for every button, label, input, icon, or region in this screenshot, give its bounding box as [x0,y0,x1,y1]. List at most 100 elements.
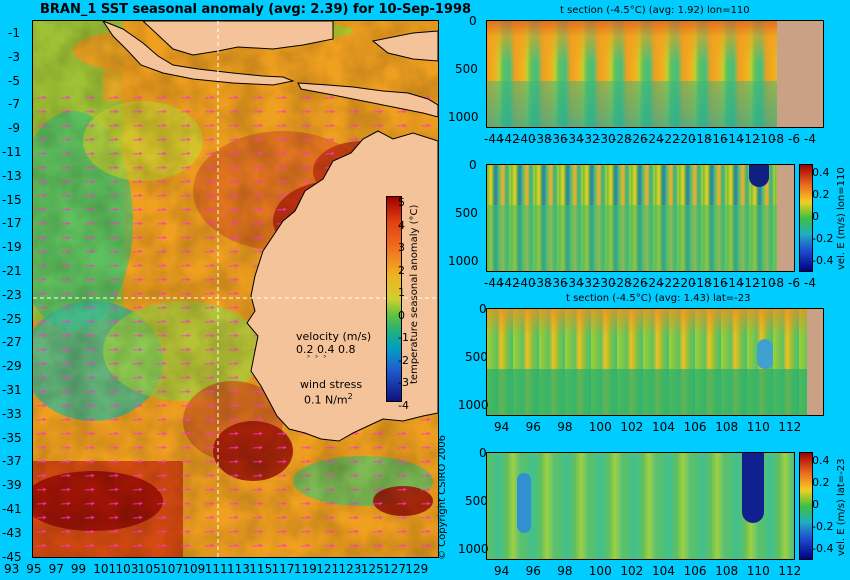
section-x-tick: -44 [484,276,504,290]
sst-colorbar-tick: -1 [398,331,409,344]
section-x-tick: -38 [532,132,552,146]
section-y-tick: 0 [479,446,487,460]
section2-jet [749,165,769,187]
section2-colorbar [799,164,813,272]
velocity-legend-scale: 0.2 0.4 0.8 [296,343,356,356]
section-x-tick: 96 [525,420,541,434]
section-x-tick: -42 [500,276,520,290]
map-x-tick: 115 [249,562,273,576]
section-x-tick: 104 [652,420,675,434]
sst-colorbar-tick: 2 [398,263,405,277]
section-x-tick: -30 [596,276,616,290]
map-x-tick: 111 [204,562,228,576]
section-x-tick: -20 [676,132,696,146]
map-x-tick: 103 [115,562,139,576]
section-colorbar-tick: -0.2 [812,520,834,533]
section-colorbar-tick: 0 [812,498,819,511]
section-x-tick: -16 [708,132,728,146]
map-y-tick: -19 [2,240,22,255]
sst-colorbar-label: temperature seasonal anomaly (°C) [409,204,420,384]
section-y-tick: 1000 [458,542,489,556]
section-x-tick: -34 [564,276,584,290]
map-x-tick: 101 [93,562,117,576]
section2-land [777,165,794,271]
section-colorbar-tick: 0.4 [812,166,830,179]
section-x-tick: -18 [692,276,712,290]
section-x-tick: -34 [564,132,584,146]
section-colorbar-tick: 0.2 [812,476,830,489]
map-x-tick: 93 [4,562,20,576]
section-x-tick: -14 [724,132,744,146]
section-x-tick: 98 [557,564,573,578]
map-y-tick: -43 [2,525,22,540]
section-x-tick: -42 [500,132,520,146]
velocity-legend-label: velocity (m/s) [296,330,372,343]
section-x-tick: -24 [644,276,664,290]
section3-land [807,309,823,415]
section4-panel [486,452,795,560]
sst-colorbar-tick: -4 [398,398,409,412]
map-y-tick: -1 [8,26,20,40]
map-x-tick: 121 [316,562,340,576]
section-y-tick: 0 [469,158,477,172]
section-x-tick: -20 [676,276,696,290]
map-y-tick: -37 [2,454,22,469]
section-x-tick: -36 [548,132,568,146]
map-y-tick: -23 [2,287,22,302]
section2-deep [487,205,777,271]
section-x-tick: 106 [683,564,707,578]
map-x-tick: 105 [137,562,161,576]
main-title: BRAN_1 SST seasonal anomaly (avg: 2.39) … [40,2,472,17]
section-x-tick: -26 [628,132,648,146]
sst-colorbar-tick: 3 [398,241,405,254]
section-x-tick: -32 [580,132,600,146]
section-x-tick: -22 [660,132,680,146]
section-colorbar-tick: 0 [812,210,819,223]
section3-title: t section (-4.5°C) (avg: 1.43) lat=-23 [566,293,751,304]
section-x-tick: 100 [588,564,612,578]
section-x-tick: -26 [628,276,648,290]
section-y-tick: 500 [465,494,488,508]
section-x-tick: -16 [708,276,728,290]
section-x-tick: -38 [532,276,552,290]
section-x-tick: -4 [804,276,816,290]
sst-colorbar-tick: 1 [398,286,405,299]
map-y-tick: -25 [2,311,22,326]
section-x-tick: -28 [612,276,632,290]
section-x-tick: 112 [778,564,802,578]
section-x-tick: -24 [644,132,664,146]
lesser-sunda-land [297,82,438,118]
section-y-tick: 0 [479,302,487,316]
timor-land [371,30,438,62]
map-x-tick: 109 [182,562,206,576]
section-x-tick: -44 [484,132,504,146]
map-y-tick: -5 [8,73,20,88]
section-x-tick: -8 [772,132,784,146]
section-x-tick: -22 [660,276,680,290]
map-y-tick: -31 [2,383,22,397]
map-y-tick: -11 [2,145,22,159]
section-y-tick: 1000 [448,254,479,268]
map-y-tick: -9 [8,121,20,136]
section-x-tick: -40 [516,132,536,146]
map-y-tick: -45 [2,549,22,564]
section3-panel [486,308,824,416]
section-x-tick: -6 [788,276,800,290]
section-x-tick: -32 [580,276,600,290]
section-x-tick: 94 [494,420,510,434]
section1-panel [486,20,824,128]
map-y-tick: -3 [8,49,20,64]
section-colorbar-tick: -0.2 [812,232,834,245]
sst-colorbar-tick: 0 [398,308,405,322]
section-x-tick: 98 [557,420,573,434]
map-x-tick: 113 [227,562,250,576]
section2-colorbar-label: vel. E (m/s) lon=110 [836,167,847,270]
section4-colorbar-label: vel. E (m/s) lat=-23 [836,458,847,556]
section-colorbar-tick: -0.4 [812,254,834,267]
section-x-tick: -4 [804,132,816,146]
section-y-tick: 1000 [458,398,489,412]
section-x-tick: -18 [692,132,712,146]
section-y-tick: 500 [455,206,478,220]
section-x-tick: 96 [525,564,541,578]
map-y-tick: -41 [2,502,22,516]
